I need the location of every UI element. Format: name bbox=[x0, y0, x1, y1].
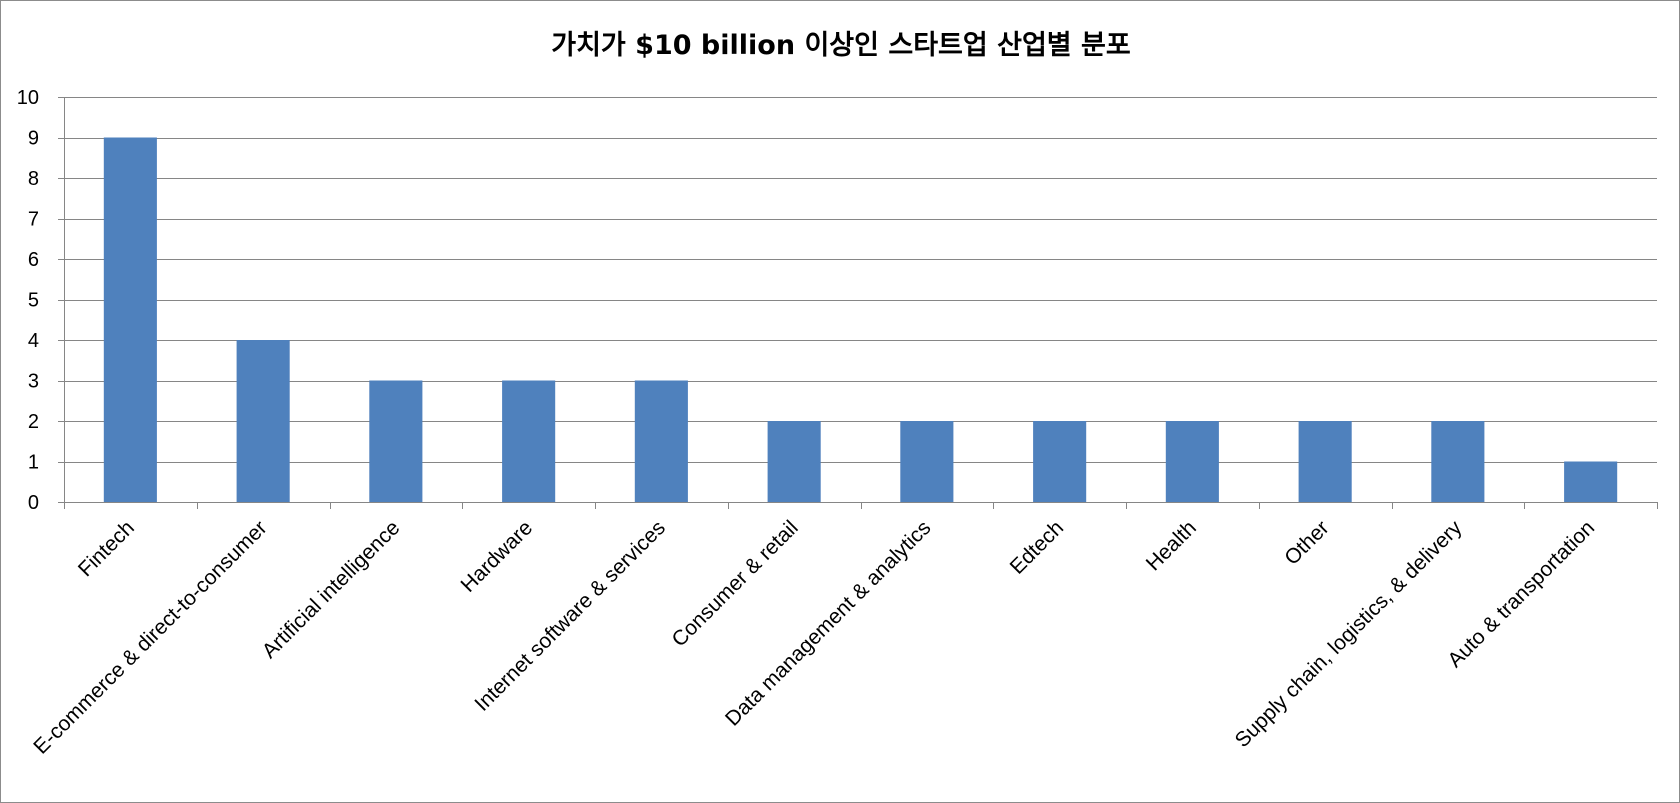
x-category-label: E-commerce & direct-to-consumer bbox=[29, 516, 271, 758]
bar-9 bbox=[1298, 421, 1352, 502]
bar-3 bbox=[502, 380, 556, 502]
y-tick-label: 2 bbox=[28, 411, 39, 433]
y-tick-label: 8 bbox=[28, 168, 39, 190]
bar-7 bbox=[1033, 421, 1087, 502]
bar-2 bbox=[369, 380, 423, 502]
bar-4 bbox=[634, 380, 688, 502]
y-tick-label: 1 bbox=[28, 452, 39, 474]
y-tick-label: 0 bbox=[28, 492, 39, 514]
y-axis-tick-labels: 0 1 2 3 4 5 6 7 8 9 10 bbox=[17, 87, 39, 514]
y-tick-label: 7 bbox=[28, 209, 39, 231]
bar-6 bbox=[900, 421, 954, 502]
x-category-label: Consumer & retail bbox=[668, 516, 803, 651]
bar-0 bbox=[103, 137, 157, 502]
bars bbox=[103, 137, 1618, 502]
gridlines bbox=[64, 97, 1657, 463]
chart-title: 가치가 $10 billion 이상인 스타트업 산업별 분포 bbox=[551, 30, 1130, 61]
x-category-label: Fintech bbox=[74, 516, 139, 581]
bar-8 bbox=[1165, 421, 1219, 502]
x-category-label: Supply chain, logistics, & delivery bbox=[1231, 516, 1467, 752]
axes bbox=[58, 97, 1658, 509]
x-category-label: Artificial intelligence bbox=[258, 516, 405, 663]
y-tick-label: 10 bbox=[17, 87, 39, 109]
y-tick-label: 5 bbox=[28, 290, 39, 312]
y-tick-label: 3 bbox=[28, 371, 39, 393]
y-tick-label: 9 bbox=[28, 128, 39, 150]
bar-11 bbox=[1564, 461, 1618, 502]
x-category-label: Hardware bbox=[457, 516, 538, 597]
y-tick-label: 6 bbox=[28, 249, 39, 271]
bar-1 bbox=[236, 340, 290, 502]
x-category-label: Health bbox=[1142, 516, 1201, 575]
x-category-label: Auto & transportation bbox=[1443, 516, 1599, 672]
bar-10 bbox=[1431, 421, 1485, 502]
bar-5 bbox=[767, 421, 821, 502]
x-category-label: Edtech bbox=[1006, 516, 1069, 579]
y-tick-label: 4 bbox=[28, 330, 39, 352]
x-category-label: Other bbox=[1280, 516, 1333, 569]
